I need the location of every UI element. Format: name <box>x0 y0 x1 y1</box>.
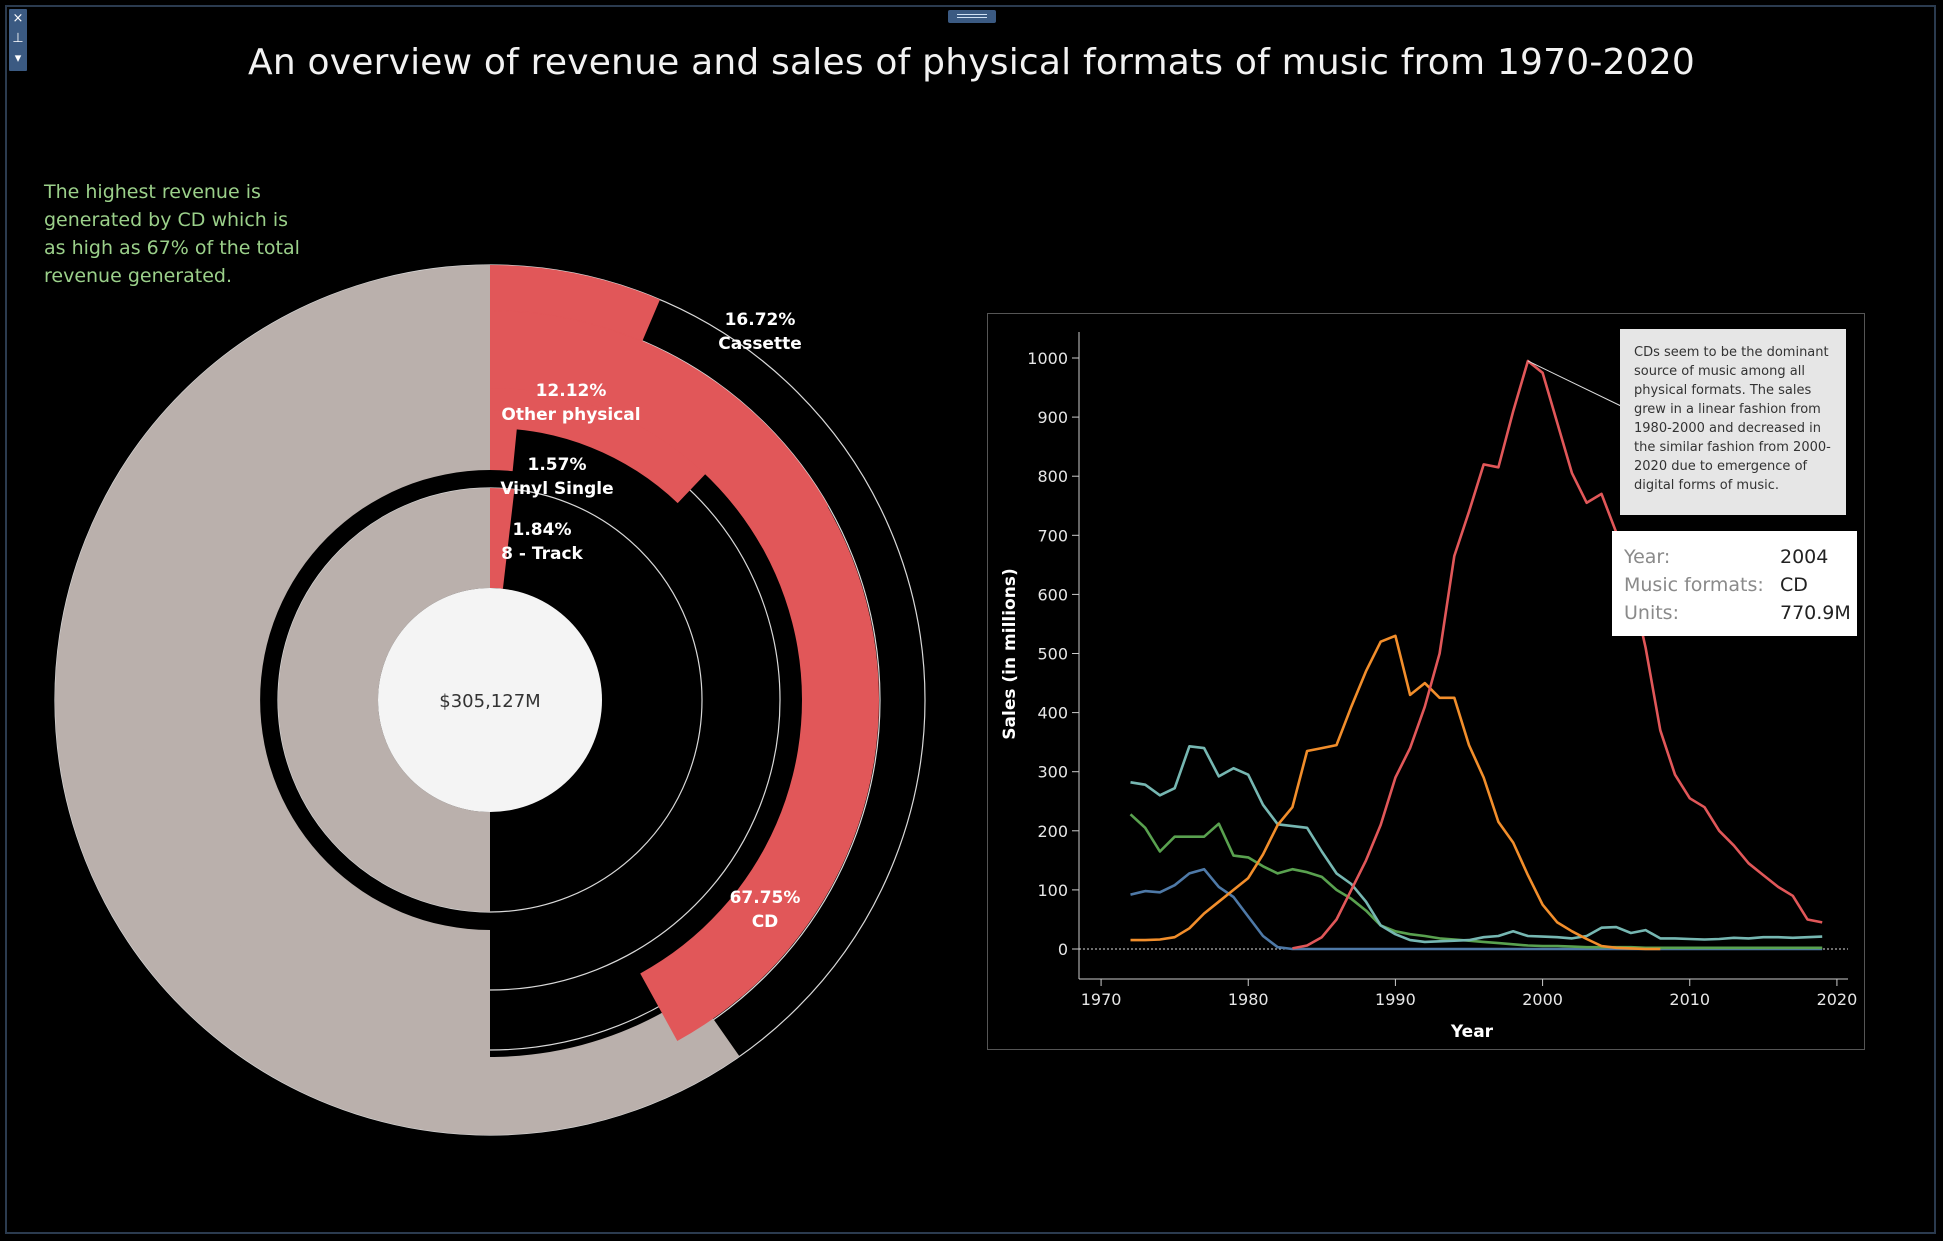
base-bar-other-physical <box>140 350 490 1050</box>
drag-handle[interactable] <box>948 10 996 23</box>
y-tick-label-900: 900 <box>1037 408 1068 427</box>
y-tick-label-1000: 1000 <box>1027 349 1068 368</box>
y-tick-label-300: 300 <box>1037 763 1068 782</box>
annotation-leader <box>1527 360 1622 407</box>
series-line-vinyl-single <box>1129 813 1823 950</box>
ring-arcs <box>54 265 879 1135</box>
y-tick-label-100: 100 <box>1037 881 1068 900</box>
series-line-cd <box>1292 359 1823 950</box>
tooltip-units-value: 770.9M <box>1780 602 1851 624</box>
ring-name-vinyl-single: Vinyl Single <box>500 479 613 499</box>
ring-pct-other-physical: 12.12% <box>536 381 607 401</box>
base-bar-cd <box>54 265 740 1135</box>
y-tick-label-400: 400 <box>1037 704 1068 723</box>
radial-bar-chart: $305,127M 67.75% CD 16.72% Cassette 12.12% Ot… <box>54 264 926 1136</box>
sales-line-chart: 0 100 200 300 400 500 600 700 800 900 1000 1970 1980… <box>1000 332 1857 1042</box>
series-line-cassette <box>1130 634 1661 951</box>
x-tick-label-2020: 2020 <box>1817 990 1858 1009</box>
pin-icon[interactable]: ⊥ <box>12 31 24 46</box>
revenue-annotation: The highest revenue is generated by CD w… <box>44 181 300 287</box>
y-tick-label-600: 600 <box>1037 585 1068 604</box>
ring-name-other-physical: Other physical <box>501 405 640 425</box>
worksheet-toolbar: × ⊥ ▾ <box>9 9 27 71</box>
tooltip-row-format: Music formats: CD <box>1624 571 1845 599</box>
y-tick-label-500: 500 <box>1037 645 1068 664</box>
total-revenue-label: $305,127M <box>439 691 540 712</box>
sales-line-chart-panel: 0 100 200 300 400 500 600 700 800 900 1000 1970 1980… <box>987 313 1865 1050</box>
base-bar-vinyl-single <box>200 410 490 990</box>
ring-name-cassette: Cassette <box>718 334 802 354</box>
x-tick-label-1980: 1980 <box>1228 990 1269 1009</box>
tooltip-year-value: 2004 <box>1780 546 1829 568</box>
x-tick-label-1970: 1970 <box>1081 990 1122 1009</box>
chevron-down-icon[interactable]: ▾ <box>14 51 22 66</box>
tooltip-units-label: Units: <box>1624 602 1679 624</box>
value-bar-vinyl-single <box>490 410 519 472</box>
value-bar-cd-main <box>490 311 879 1041</box>
tooltip-year-label: Year: <box>1624 546 1671 568</box>
tooltip-row-year: Year: 2004 <box>1624 543 1845 571</box>
y-tick-label-700: 700 <box>1037 526 1068 545</box>
x-tick-label-1990: 1990 <box>1375 990 1416 1009</box>
ring-labels: 67.75% CD 16.72% Cassette 12.12% Other physic… <box>500 310 801 932</box>
cd-annotation-box: CDs seem to be the dominant source of mu… <box>1620 329 1846 515</box>
annotation-leader-line <box>1527 360 1622 407</box>
grip-line <box>957 14 987 15</box>
y-tick-label-200: 200 <box>1037 822 1068 841</box>
ring-pct-vinyl-single: 1.57% <box>528 455 587 475</box>
ring-pct-cd: 67.75% <box>730 888 801 908</box>
tooltip-row-units: Units: 770.9M <box>1624 599 1851 627</box>
dashboard-title: An overview of revenue and sales of phys… <box>248 42 1695 83</box>
center-disc <box>378 588 602 812</box>
value-bar-8-track <box>490 488 515 589</box>
y-tick-label-800: 800 <box>1037 467 1068 486</box>
tooltip-format-label: Music formats: <box>1624 574 1764 596</box>
ring-name-8-track: 8 - Track <box>501 544 583 564</box>
x-axis-title: Year <box>1450 1022 1494 1042</box>
x-tick-label-2000: 2000 <box>1522 990 1563 1009</box>
y-axis-title: Sales (in millions) <box>1000 568 1020 739</box>
ring-pct-8-track: 1.84% <box>513 520 572 540</box>
series-lines <box>1129 359 1823 951</box>
base-bar-cassette <box>100 310 490 1090</box>
y-tick-label-0: 0 <box>1058 940 1068 959</box>
series-line-8-track <box>1130 867 1823 951</box>
close-icon[interactable]: × <box>12 11 24 26</box>
ring-name-cd: CD <box>752 912 779 932</box>
ring-pct-cassette: 16.72% <box>725 310 796 330</box>
series-line-other-physical <box>1130 745 1823 944</box>
axes: 0 100 200 300 400 500 600 700 800 900 1000 1970 1980… <box>1000 332 1857 1042</box>
base-bar-8-track <box>278 488 490 912</box>
hover-tooltip: Year: 2004 Music formats: CD Units: 770.… <box>1612 531 1857 636</box>
tooltip-format-value: CD <box>1780 574 1808 596</box>
grip-line <box>957 17 987 18</box>
x-tick-label-2010: 2010 <box>1669 990 1710 1009</box>
